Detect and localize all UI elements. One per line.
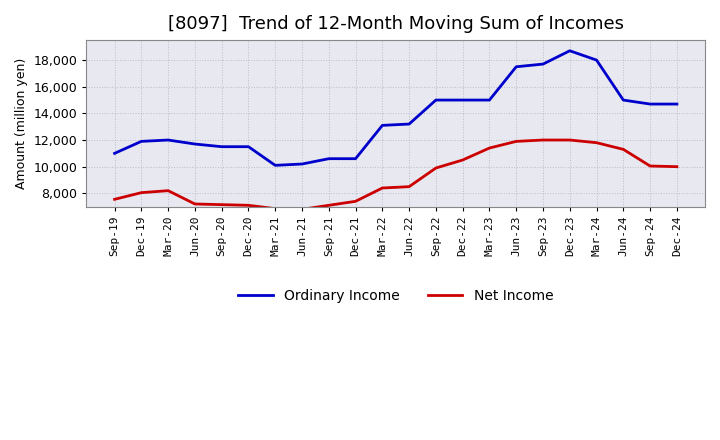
- Net Income: [672, 164, 681, 169]
- Net Income: [431, 165, 440, 171]
- Net Income: [137, 190, 145, 195]
- Ordinary Income: [485, 97, 494, 103]
- Line: Ordinary Income: Ordinary Income: [114, 51, 677, 165]
- Ordinary Income: [672, 102, 681, 107]
- Net Income: [110, 197, 119, 202]
- Net Income: [325, 203, 333, 208]
- Net Income: [244, 203, 253, 208]
- Ordinary Income: [459, 97, 467, 103]
- Ordinary Income: [297, 161, 306, 167]
- Ordinary Income: [646, 102, 654, 107]
- Ordinary Income: [378, 123, 387, 128]
- Net Income: [512, 139, 521, 144]
- Net Income: [297, 207, 306, 212]
- Legend: Ordinary Income, Net Income: Ordinary Income, Net Income: [233, 283, 559, 308]
- Net Income: [646, 163, 654, 169]
- Net Income: [378, 185, 387, 191]
- Ordinary Income: [565, 48, 574, 53]
- Net Income: [565, 137, 574, 143]
- Title: [8097]  Trend of 12-Month Moving Sum of Incomes: [8097] Trend of 12-Month Moving Sum of I…: [168, 15, 624, 33]
- Ordinary Income: [325, 156, 333, 161]
- Ordinary Income: [110, 151, 119, 156]
- Net Income: [191, 202, 199, 207]
- Ordinary Income: [137, 139, 145, 144]
- Net Income: [164, 188, 173, 193]
- Net Income: [485, 145, 494, 150]
- Net Income: [593, 140, 601, 145]
- Net Income: [271, 206, 279, 211]
- Net Income: [459, 158, 467, 163]
- Ordinary Income: [244, 144, 253, 149]
- Net Income: [405, 184, 413, 189]
- Net Income: [217, 202, 226, 207]
- Ordinary Income: [351, 156, 360, 161]
- Ordinary Income: [619, 97, 628, 103]
- Ordinary Income: [271, 163, 279, 168]
- Ordinary Income: [217, 144, 226, 149]
- Y-axis label: Amount (million yen): Amount (million yen): [15, 58, 28, 189]
- Ordinary Income: [431, 97, 440, 103]
- Ordinary Income: [593, 58, 601, 63]
- Ordinary Income: [164, 137, 173, 143]
- Ordinary Income: [191, 141, 199, 147]
- Net Income: [619, 147, 628, 152]
- Ordinary Income: [539, 62, 547, 67]
- Net Income: [539, 137, 547, 143]
- Ordinary Income: [512, 64, 521, 70]
- Ordinary Income: [405, 121, 413, 127]
- Net Income: [351, 199, 360, 204]
- Line: Net Income: Net Income: [114, 140, 677, 209]
